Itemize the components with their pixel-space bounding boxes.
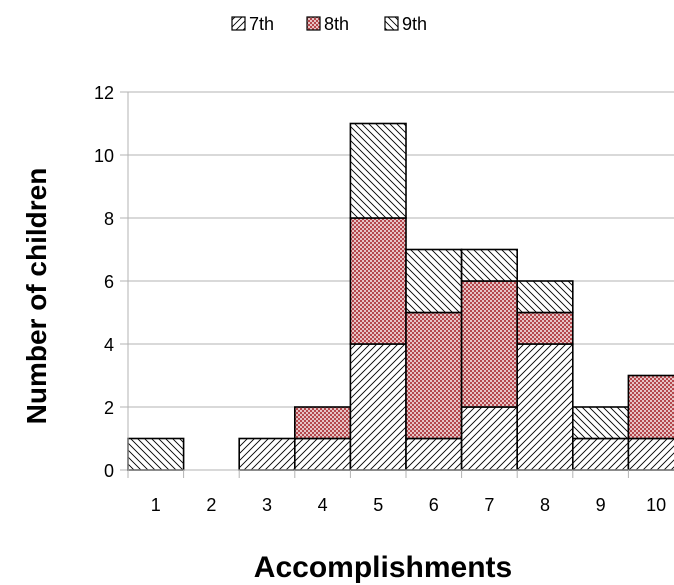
legend-label-8th: 8th (324, 14, 349, 34)
bar-segment-8th (293, 406, 352, 440)
legend-swatch-7th (231, 16, 246, 31)
y-tick-label: 6 (104, 272, 114, 292)
bar-segment-7th (460, 406, 519, 471)
x-tick-label: 4 (318, 495, 328, 515)
x-tick-label: 9 (596, 495, 606, 515)
bar-segment-8th (349, 217, 407, 345)
bar-segment-7th (349, 343, 407, 471)
x-tick-label: 5 (373, 495, 383, 515)
x-tick-label: 3 (262, 495, 272, 515)
x-tick-label: 2 (206, 495, 216, 515)
bar-segment-8th (405, 311, 463, 440)
y-tick-label: 12 (94, 83, 114, 103)
y-tick-label: 10 (94, 146, 114, 166)
x-tick-label: 7 (484, 495, 494, 515)
bar-segment-7th (293, 437, 352, 471)
legend-label-7th: 7th (249, 14, 274, 34)
legend: 7th 8th 9th (231, 14, 427, 34)
bars (127, 122, 674, 471)
bar-segment-9th (349, 122, 407, 219)
bar-segment-9th (460, 248, 519, 282)
bar-segment-7th (238, 437, 296, 471)
bar-segment-8th (516, 311, 574, 345)
bar-segment-9th (516, 280, 574, 314)
bar-segment-9th (127, 437, 185, 471)
y-tick-label: 4 (104, 335, 114, 355)
x-tick-label: 10 (646, 495, 666, 515)
bar-segment-7th (627, 437, 674, 471)
legend-swatch-8th (306, 16, 321, 31)
y-axis-title: Number of children (21, 168, 52, 425)
bar-segment-7th (571, 437, 630, 471)
y-tick-label: 0 (104, 461, 114, 481)
bar-segment-8th (627, 374, 674, 440)
bar-segment-9th (405, 248, 463, 314)
bar-segment-9th (571, 406, 630, 440)
x-tick-label: 8 (540, 495, 550, 515)
bar-segment-7th (516, 343, 574, 471)
axes (127, 92, 674, 478)
x-tick-labels: 1 2 3 4 5 6 7 8 9 10 (151, 495, 666, 515)
x-axis-title: Accomplishments (254, 551, 512, 584)
bar-segment-8th (460, 280, 519, 408)
x-tick-label: 6 (429, 495, 439, 515)
legend-label-9th: 9th (402, 14, 427, 34)
y-tick-labels: 0 2 4 6 8 10 12 (94, 83, 114, 481)
x-tick-label: 1 (151, 495, 161, 515)
y-tick-label: 8 (104, 209, 114, 229)
y-tick-label: 2 (104, 398, 114, 418)
legend-swatch-9th (384, 16, 399, 31)
bar-segment-7th (405, 437, 463, 471)
